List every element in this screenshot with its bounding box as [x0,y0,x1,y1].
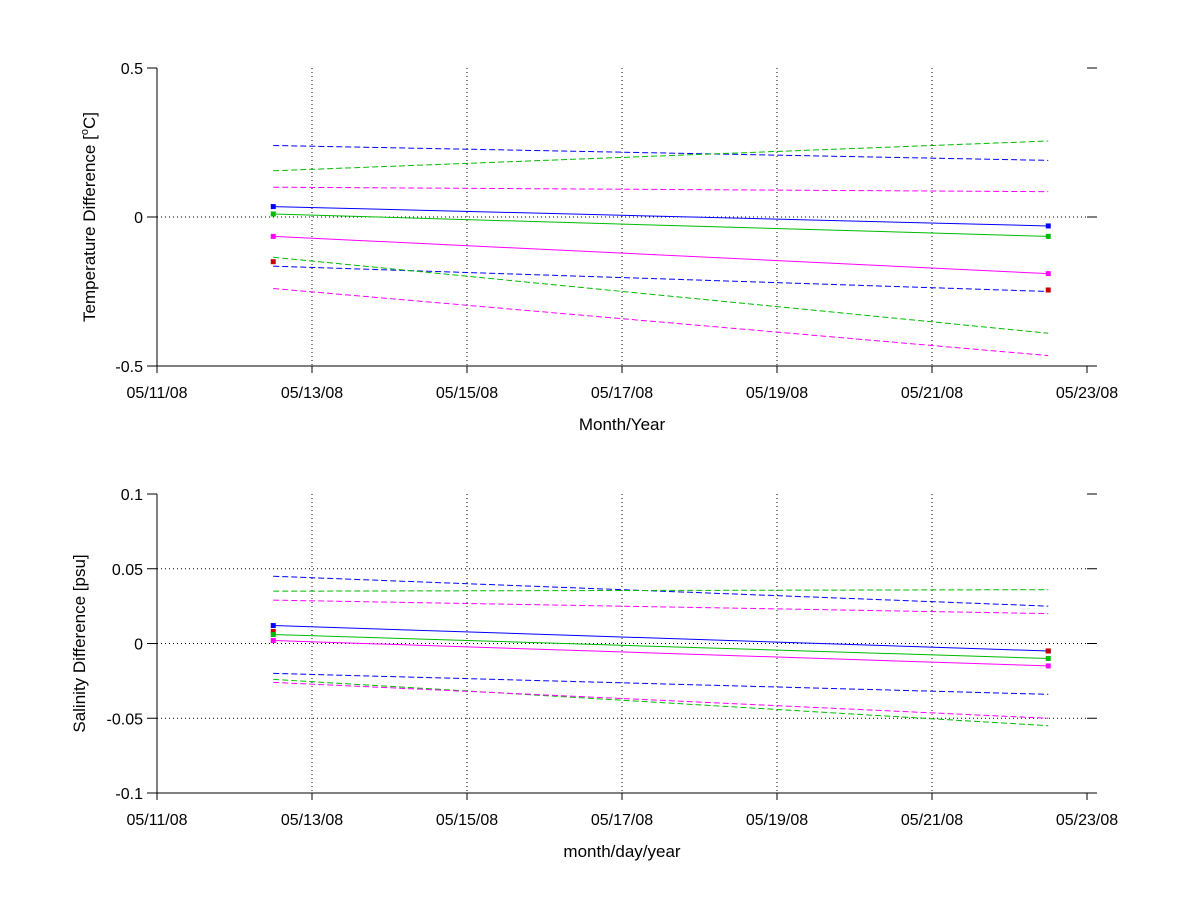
series-line-1 [273,213,1049,237]
x-tick-label: 05/13/08 [281,385,343,402]
series-line-5 [273,186,1049,193]
y-tick-label: -0.5 [115,359,143,376]
series-line-4 [273,589,1049,592]
y-tick-label: 0.1 [121,487,143,504]
data-point [270,638,276,644]
data-point [270,623,276,629]
series-line-8 [273,681,1049,719]
series-line-2 [273,235,1049,275]
salinity-difference-panel: 05/11/08 05/13/08 05/15/08 05/17/08 05/19/08… [70,487,1118,861]
series-line-7 [273,678,1049,727]
data-point [1045,655,1051,661]
x-tick-label: 05/23/08 [1056,812,1118,829]
x-tick-label: 05/13/08 [281,812,343,829]
data-point [270,632,276,638]
y-axis-label-unit: C] [80,112,99,129]
series-line-0 [273,206,1049,227]
y-axis-label-text: Temperature Difference [ [80,135,99,322]
x-tick-label: 05/15/08 [436,812,498,829]
series-line-0 [273,625,1049,652]
data-point [270,204,276,210]
series-line-3 [273,575,1049,607]
data-point [1045,233,1051,239]
x-tick-label: 05/21/08 [901,812,963,829]
x-tick-label: 05/17/08 [591,385,653,402]
data-point [1045,648,1051,654]
data-point [1045,663,1051,669]
temperature-difference-panel: 05/11/08 05/13/08 05/15/08 05/17/08 05/19/08… [79,61,1118,434]
y-axis-label: Temperature Difference [oC] [79,112,99,322]
data-point [1045,287,1051,293]
series-line-1 [273,634,1049,659]
x-tick-label: 05/11/08 [126,385,187,402]
series-line-2 [273,640,1049,667]
x-tick-label: 05/11/08 [126,812,187,829]
x-tick-label: 05/19/08 [746,812,808,829]
series-line-6 [273,672,1049,695]
y-tick-label: 0.5 [121,61,143,78]
x-tick-label: 05/21/08 [901,385,963,402]
x-axis-label: Month/Year [579,415,666,434]
y-tick-label: 0 [134,210,143,227]
y-tick-label: 0 [134,637,143,654]
x-tick-label: 05/15/08 [436,385,498,402]
series-line-3 [273,144,1049,161]
series-line-6 [273,265,1049,292]
x-tick-label: 05/17/08 [591,812,653,829]
x-axis-label: month/day/year [563,842,681,861]
data-point [270,259,276,265]
x-tick-label: 05/23/08 [1056,385,1118,402]
series-line-5 [273,599,1049,615]
data-point [270,211,276,217]
data-point [1045,271,1051,277]
series-line-7 [273,256,1049,334]
y-axis-label-superscript: o [79,129,91,135]
y-axis-label: Salinity Difference [psu] [70,554,89,732]
data-point [270,629,276,635]
x-tick-label: 05/19/08 [746,385,808,402]
y-tick-label: -0.1 [115,786,143,803]
data-point [1045,223,1051,229]
series-line-4 [273,140,1049,172]
y-tick-label: 0.05 [112,562,143,579]
series-line-8 [273,288,1049,357]
data-point [270,233,276,239]
y-tick-label: -0.05 [107,711,144,728]
